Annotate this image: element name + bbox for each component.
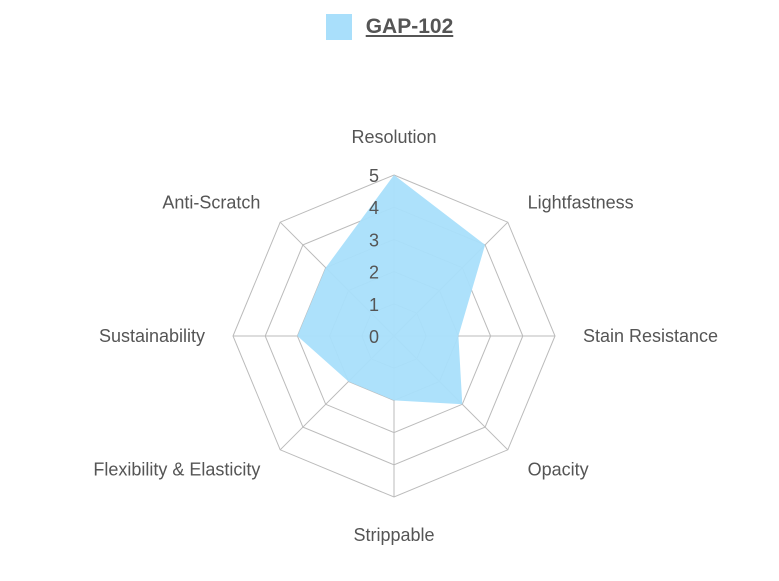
- legend-item-label[interactable]: GAP-102: [365, 15, 454, 38]
- category-label: Flexibility & Elasticity: [93, 460, 260, 480]
- tick-label: 1: [369, 295, 379, 315]
- category-label: Lightfastness: [528, 192, 634, 212]
- tick-label: 2: [369, 263, 379, 283]
- category-label: Anti-Scratch: [162, 192, 260, 212]
- tick-label: 4: [369, 198, 379, 218]
- category-labels: Resolution Lightfastness Stain Resistance O…: [93, 127, 718, 545]
- chart-legend: GAP-102: [0, 14, 779, 40]
- tick-label: 0: [369, 327, 379, 347]
- category-label: Resolution: [351, 127, 436, 147]
- legend-swatch[interactable]: [325, 14, 352, 40]
- series-area[interactable]: [297, 175, 486, 405]
- category-label: Strippable: [353, 525, 434, 545]
- category-label: Sustainability: [99, 326, 205, 346]
- tick-label: 5: [369, 166, 379, 186]
- radar-series: [297, 175, 486, 405]
- category-label: Stain Resistance: [583, 326, 718, 346]
- tick-label: 3: [369, 230, 379, 250]
- radial-tick-labels: 0 1 2 3 4 5: [369, 166, 379, 347]
- category-label: Opacity: [528, 460, 589, 480]
